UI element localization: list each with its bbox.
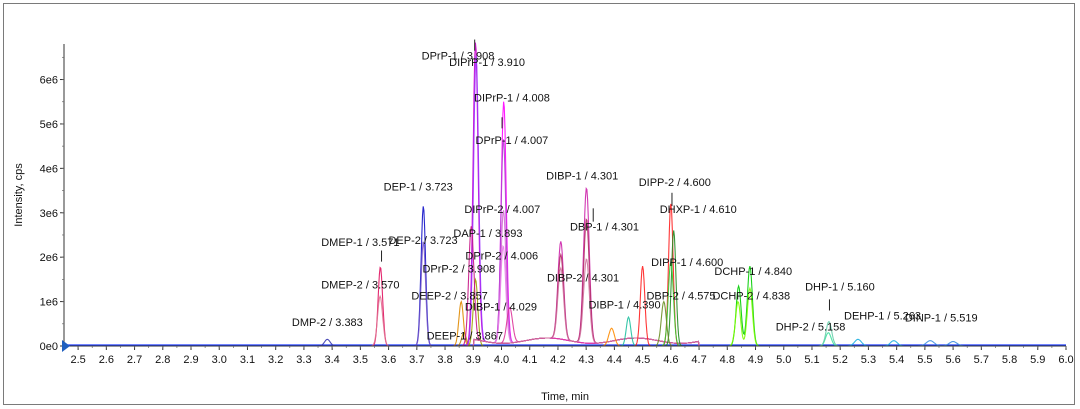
y-tick-label: 3e6 — [40, 208, 58, 220]
x-tick-label: 6.0 — [1058, 354, 1073, 366]
x-tick-label: 2.8 — [155, 354, 170, 366]
peak-label: DIBP-2 / 4.301 — [547, 273, 619, 285]
series-trace — [64, 244, 1066, 347]
x-tick-label: 3.3 — [296, 354, 311, 366]
peak-label: DBP-2 / 4.575 — [646, 290, 715, 302]
x-axis-title: Time, min — [541, 391, 589, 403]
peak-label: DIBP-1 / 4.301 — [546, 170, 618, 182]
x-tick-label: 4.7 — [691, 354, 706, 366]
x-tick-label: 5.2 — [833, 354, 848, 366]
peak-label: DHXP-1 / 4.610 — [660, 204, 737, 216]
x-tick-label: 3.9 — [466, 354, 481, 366]
x-tick-label: 3.2 — [268, 354, 283, 366]
x-tick-label: 4.4 — [607, 354, 622, 366]
y-tick-label: 1e6 — [40, 297, 58, 309]
x-tick-label: 2.9 — [183, 354, 198, 366]
chromatogram-chart: DMP-2 / 3.383 DMEP-1 / 3.571 DMEP-2 / 3.57… — [13, 39, 1074, 403]
x-tick-label: 3.5 — [353, 354, 368, 366]
series-trace — [64, 320, 1066, 347]
peak-label: DPrP-1 / 4.007 — [476, 135, 549, 147]
peak-label: DCHP-2 / 4.838 — [712, 290, 790, 302]
x-tick-label: 5.3 — [861, 354, 876, 366]
peak-label: DIPP-2 / 4.600 — [639, 177, 711, 189]
peak-label: DIBP-1 / 4.029 — [465, 301, 537, 313]
x-tick-label: 4.3 — [579, 354, 594, 366]
peak-label: DIBP-1 / 4.390 — [588, 299, 660, 311]
peak-label: DEP-2 / 3.723 — [388, 235, 457, 247]
x-tick-label: 4.2 — [550, 354, 565, 366]
x-tick-label: 5.1 — [804, 354, 819, 366]
axes-layer: 2.5 2.6 2.7 2.8 2.9 3.0 3.1 3.2 3.3 3.4 3.5 3.6 3.7 3… — [40, 44, 1074, 366]
y-tick-label: 5e6 — [40, 119, 58, 131]
x-tick-label: 2.6 — [99, 354, 114, 366]
series-trace — [64, 230, 1066, 347]
peak-label: DPrP-1 / 3.908 — [422, 51, 495, 63]
x-tick-label: 3.1 — [240, 354, 255, 366]
y-tick-label: 2e6 — [40, 252, 58, 264]
peak-label: DCHP-1 / 4.840 — [714, 266, 792, 278]
peak-label: DAP-1 / 3.893 — [453, 228, 522, 240]
x-tick-label: 4.9 — [748, 354, 763, 366]
peak-label: DIPP-1 / 4.600 — [651, 257, 723, 269]
peak-label: DIPrP-1 / 4.008 — [474, 93, 550, 105]
peak-label: DEP-1 / 3.723 — [384, 182, 453, 194]
x-tick-label: 3.6 — [381, 354, 396, 366]
x-tick-label: 4.6 — [663, 354, 678, 366]
x-tick-label: 5.5 — [917, 354, 932, 366]
x-tick-label: 2.7 — [127, 354, 142, 366]
peak-label: DEHP-1 / 5.263 — [844, 310, 921, 322]
peak-label: DMEP-2 / 3.570 — [321, 279, 399, 291]
series-trace — [64, 241, 1066, 347]
y-tick-label: 6e6 — [40, 75, 58, 87]
x-tick-label: 3.4 — [324, 354, 339, 366]
peak-label: DEEP-1 / 3.867 — [427, 330, 503, 342]
peak-label: DIPrP-1 / 3.910 — [449, 57, 525, 69]
origin-arrow-icon — [62, 340, 70, 352]
peak-label: DMP-2 / 3.383 — [292, 317, 363, 329]
series-layer — [64, 42, 1066, 347]
x-tick-label: 5.6 — [945, 354, 960, 366]
series-trace — [64, 327, 1066, 347]
annotation-layer: DMP-2 / 3.383 DMEP-1 / 3.571 DMEP-2 / 3.57… — [292, 39, 978, 342]
peak-label: DHP-2 / 5.158 — [776, 321, 846, 333]
peak-label: DINP-1 / 5.519 — [905, 313, 978, 325]
x-tick-label: 5.4 — [889, 354, 904, 366]
peak-label: DHP-1 / 5.160 — [805, 281, 875, 293]
peak-label: DIPrP-2 / 4.007 — [464, 204, 540, 216]
x-tick-label: 2.5 — [70, 354, 85, 366]
x-tick-label: 4.1 — [522, 354, 537, 366]
peak-label: DPrP-2 / 3.908 — [422, 264, 495, 276]
x-tick-label: 5.9 — [1030, 354, 1045, 366]
x-tick-label: 5.0 — [776, 354, 791, 366]
x-tick-label: 3.8 — [437, 354, 452, 366]
peak-label: DPrP-2 / 4.006 — [465, 250, 538, 262]
x-tick-label: 4.0 — [494, 354, 509, 366]
x-tick-label: 4.8 — [720, 354, 735, 366]
y-tick-label: 0e0 — [40, 341, 58, 353]
x-tick-label: 3.0 — [212, 354, 227, 366]
peak-label: DBP-1 / 4.301 — [570, 222, 639, 234]
series-trace — [64, 226, 1066, 347]
x-tick-label: 4.5 — [635, 354, 650, 366]
peak-label: DMEP-1 / 3.571 — [321, 237, 399, 249]
chart-frame: DMP-2 / 3.383 DMEP-1 / 3.571 DMEP-2 / 3.57… — [3, 3, 1075, 405]
x-tick-label: 5.8 — [1002, 354, 1017, 366]
peak-label: DEEP-2 / 3.857 — [411, 290, 487, 302]
x-tick-label: 3.7 — [409, 354, 424, 366]
x-tick-label: 5.7 — [974, 354, 989, 366]
y-axis-title: Intensity, cps — [13, 163, 25, 227]
y-tick-label: 4e6 — [40, 163, 58, 175]
